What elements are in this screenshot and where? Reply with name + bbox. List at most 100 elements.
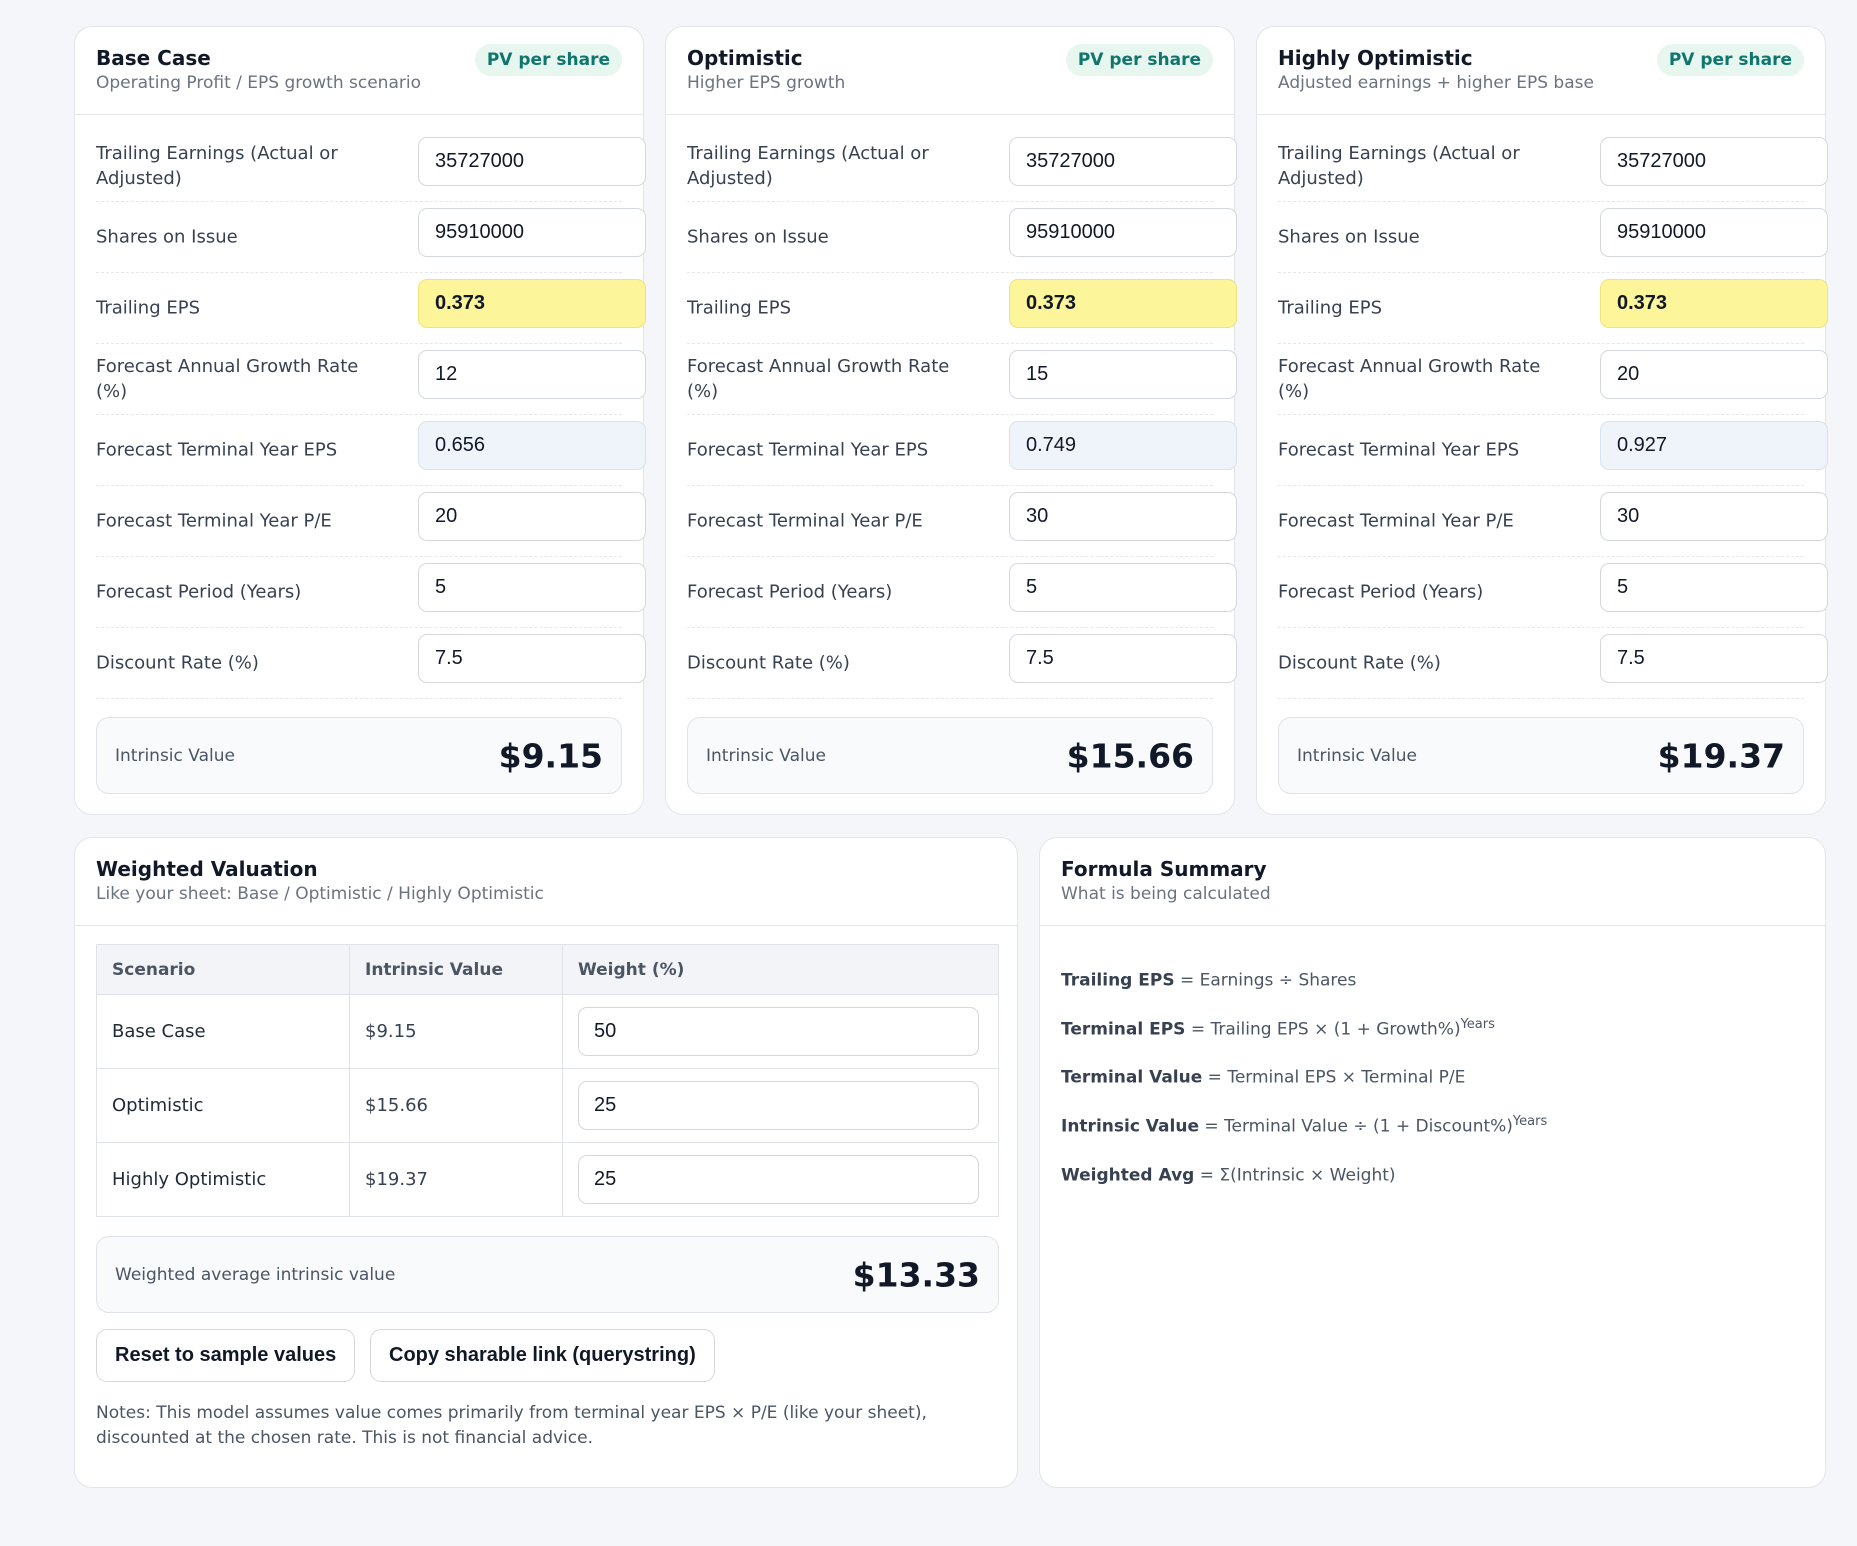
row-period: Forecast Period (Years) xyxy=(1278,557,1828,628)
scenario-name: Highly Optimistic xyxy=(96,1142,350,1217)
scenario-intrinsic-value: $15.66 xyxy=(349,1068,563,1143)
notes-text: Notes: This model assumes value comes pr… xyxy=(96,1403,927,1448)
intrinsic-value-box: Intrinsic Value $19.37 xyxy=(1278,717,1804,794)
row-terminal-pe: Forecast Terminal Year P/E xyxy=(96,486,646,557)
earnings-input[interactable] xyxy=(1009,137,1237,186)
label-discount: Discount Rate (%) xyxy=(687,652,850,674)
formula-line: Trailing EPS = Earnings ÷ Shares xyxy=(1061,964,1804,993)
row-period: Forecast Period (Years) xyxy=(96,557,646,628)
earnings-input[interactable] xyxy=(1600,137,1828,186)
intrinsic-value-label: Intrinsic Value xyxy=(706,745,826,766)
label-growth: Forecast Annual Growth Rate (%) xyxy=(1278,356,1541,402)
row-trailing-eps: Trailing EPS xyxy=(96,273,646,344)
weight-input[interactable] xyxy=(578,1081,979,1130)
weighted-valuation-card: Weighted Valuation Like your sheet: Base… xyxy=(74,837,1018,1488)
row-discount: Discount Rate (%) xyxy=(96,628,646,699)
scenario-intrinsic-value: $9.15 xyxy=(349,994,563,1069)
formula-term: Weighted Avg xyxy=(1061,1165,1195,1186)
row-growth: Forecast Annual Growth Rate (%) xyxy=(1278,344,1828,415)
row-shares: Shares on Issue xyxy=(96,202,646,273)
row-trailing-eps: Trailing EPS xyxy=(1278,273,1828,344)
label-terminal-pe: Forecast Terminal Year P/E xyxy=(96,510,332,532)
weighted-average-value: $13.33 xyxy=(852,1255,980,1294)
card-subtitle: Like your sheet: Base / Optimistic / Hig… xyxy=(96,884,544,904)
growth-input[interactable] xyxy=(418,350,646,399)
card-title: Highly Optimistic xyxy=(1278,46,1473,70)
scenario-name: Base Case xyxy=(96,994,350,1069)
weight-input[interactable] xyxy=(578,1155,979,1204)
scenario-card-base: Base Case Operating Profit / EPS growth … xyxy=(74,26,646,815)
card-header: Highly Optimistic Adjusted earnings + hi… xyxy=(1257,27,1825,115)
label-shares: Shares on Issue xyxy=(687,226,829,248)
intrinsic-value-box: Intrinsic Value $9.15 xyxy=(96,717,622,794)
label-trailing-eps: Trailing EPS xyxy=(96,297,200,319)
pv-per-share-badge: PV per share xyxy=(1656,44,1804,76)
row-earnings: Trailing Earnings (Actual or Adjusted) xyxy=(1278,131,1828,202)
intrinsic-value: $9.15 xyxy=(498,736,603,775)
reset-button[interactable]: Reset to sample values xyxy=(96,1329,356,1382)
formula-line: Terminal EPS = Trailing EPS × (1 + Growt… xyxy=(1061,1013,1804,1042)
column-header-scenario: Scenario xyxy=(96,944,350,995)
scenario-intrinsic-value: $19.37 xyxy=(349,1142,563,1217)
formula-summary-card: Formula Summary What is being calculated… xyxy=(1039,837,1826,1488)
growth-input[interactable] xyxy=(1009,350,1237,399)
label-period: Forecast Period (Years) xyxy=(96,581,302,603)
card-title: Optimistic xyxy=(687,46,803,70)
column-header-weight: Weight (%) xyxy=(562,944,999,995)
period-input[interactable] xyxy=(1600,563,1828,612)
row-trailing-eps: Trailing EPS xyxy=(687,273,1237,344)
formula-term: Trailing EPS xyxy=(1061,970,1175,991)
terminal-pe-input[interactable] xyxy=(1009,492,1237,541)
card-header: Formula Summary What is being calculated xyxy=(1040,838,1825,926)
copy-link-button[interactable]: Copy sharable link (querystring) xyxy=(370,1329,715,1382)
shares-input[interactable] xyxy=(1009,208,1237,257)
shares-input[interactable] xyxy=(418,208,646,257)
label-trailing-eps: Trailing EPS xyxy=(687,297,791,319)
label-terminal-eps: Forecast Terminal Year EPS xyxy=(96,439,338,461)
intrinsic-value: $15.66 xyxy=(1066,736,1194,775)
label-shares: Shares on Issue xyxy=(1278,226,1420,248)
earnings-input[interactable] xyxy=(418,137,646,186)
table-header-row: Scenario Intrinsic Value Weight (%) xyxy=(96,944,999,995)
label-period: Forecast Period (Years) xyxy=(1278,581,1484,603)
discount-input[interactable] xyxy=(418,634,646,683)
discount-input[interactable] xyxy=(1600,634,1828,683)
formula-expression: = Trailing EPS × (1 + Growth%) xyxy=(1185,1019,1461,1040)
formula-expression: = Earnings ÷ Shares xyxy=(1174,970,1357,991)
row-terminal-pe: Forecast Terminal Year P/E xyxy=(687,486,1237,557)
terminal-pe-input[interactable] xyxy=(1600,492,1828,541)
table-row: Base Case $9.15 xyxy=(96,994,999,1069)
formula-exponent: Years xyxy=(1460,1016,1495,1032)
row-discount: Discount Rate (%) xyxy=(1278,628,1828,699)
weight-input[interactable] xyxy=(578,1007,979,1056)
formula-line: Weighted Avg = Σ(Intrinsic × Weight) xyxy=(1061,1159,1804,1188)
formula-term: Terminal Value xyxy=(1061,1067,1203,1088)
card-header: Optimistic Higher EPS growth PV per shar… xyxy=(666,27,1234,115)
formula-expression: = Terminal Value ÷ (1 + Discount%) xyxy=(1198,1116,1513,1137)
label-discount: Discount Rate (%) xyxy=(96,652,259,674)
label-growth: Forecast Annual Growth Rate (%) xyxy=(687,356,950,402)
label-shares: Shares on Issue xyxy=(96,226,238,248)
intrinsic-value: $19.37 xyxy=(1657,736,1785,775)
row-shares: Shares on Issue xyxy=(1278,202,1828,273)
discount-input[interactable] xyxy=(1009,634,1237,683)
terminal-pe-input[interactable] xyxy=(418,492,646,541)
label-earnings: Trailing Earnings (Actual or Adjusted) xyxy=(1278,143,1520,189)
label-terminal-eps: Forecast Terminal Year EPS xyxy=(1278,439,1520,461)
formula-term: Intrinsic Value xyxy=(1061,1116,1199,1137)
row-shares: Shares on Issue xyxy=(687,202,1237,273)
growth-input[interactable] xyxy=(1600,350,1828,399)
period-input[interactable] xyxy=(1009,563,1237,612)
label-earnings: Trailing Earnings (Actual or Adjusted) xyxy=(96,143,338,189)
trailing-eps-output xyxy=(418,279,646,328)
formula-list: Trailing EPS = Earnings ÷ Shares Termina… xyxy=(1040,926,1825,1187)
intrinsic-value-label: Intrinsic Value xyxy=(115,745,235,766)
formula-expression: = Σ(Intrinsic × Weight) xyxy=(1194,1165,1396,1186)
label-terminal-eps: Forecast Terminal Year EPS xyxy=(687,439,929,461)
scenario-card-optimistic: Optimistic Higher EPS growth PV per shar… xyxy=(665,26,1237,815)
weighted-average-label: Weighted average intrinsic value xyxy=(115,1264,396,1285)
shares-input[interactable] xyxy=(1600,208,1828,257)
period-input[interactable] xyxy=(418,563,646,612)
card-subtitle: Adjusted earnings + higher EPS base xyxy=(1278,73,1594,93)
